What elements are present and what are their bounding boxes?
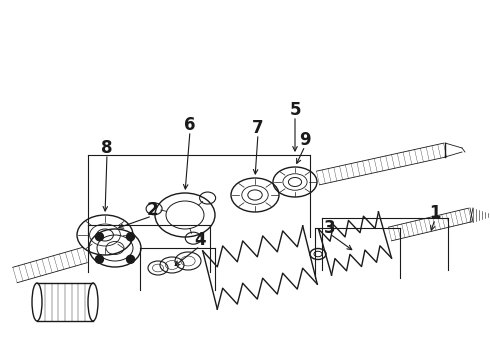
Text: 1: 1 bbox=[429, 204, 441, 222]
Text: 2: 2 bbox=[146, 201, 158, 219]
Text: 9: 9 bbox=[299, 131, 311, 149]
Text: 6: 6 bbox=[184, 116, 196, 134]
Text: 3: 3 bbox=[324, 219, 336, 237]
Text: 4: 4 bbox=[194, 231, 206, 249]
Text: 7: 7 bbox=[252, 119, 264, 137]
Circle shape bbox=[126, 233, 135, 241]
Text: 5: 5 bbox=[289, 101, 301, 119]
Circle shape bbox=[96, 233, 103, 241]
Text: 8: 8 bbox=[101, 139, 113, 157]
Circle shape bbox=[126, 255, 135, 263]
Circle shape bbox=[96, 255, 103, 263]
